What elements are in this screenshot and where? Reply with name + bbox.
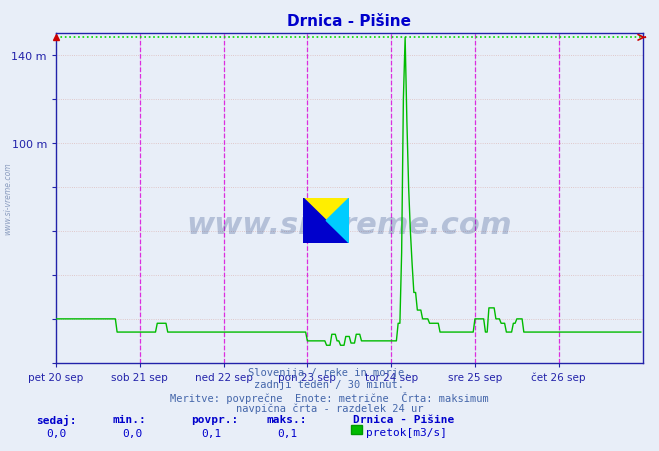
Polygon shape — [303, 198, 349, 244]
Text: povpr.:: povpr.: — [191, 414, 239, 424]
Text: 0,0: 0,0 — [46, 428, 67, 438]
Text: 0,1: 0,1 — [201, 428, 221, 438]
Text: pretok[m3/s]: pretok[m3/s] — [366, 428, 447, 437]
Text: 0,0: 0,0 — [122, 428, 142, 438]
Text: zadnji teden / 30 minut.: zadnji teden / 30 minut. — [254, 379, 405, 389]
Text: maks.:: maks.: — [267, 414, 307, 424]
Text: www.si-vreme.com: www.si-vreme.com — [186, 210, 512, 239]
Polygon shape — [303, 198, 349, 244]
Title: Drnica - Pišine: Drnica - Pišine — [287, 14, 411, 28]
Text: Meritve: povprečne  Enote: metrične  Črta: maksimum: Meritve: povprečne Enote: metrične Črta:… — [170, 391, 489, 403]
Text: Slovenija / reke in morje.: Slovenija / reke in morje. — [248, 368, 411, 377]
Text: sedaj:: sedaj: — [36, 414, 76, 425]
Text: navpična črta - razdelek 24 ur: navpična črta - razdelek 24 ur — [236, 403, 423, 413]
Polygon shape — [326, 198, 349, 244]
Text: www.si-vreme.com: www.si-vreme.com — [3, 162, 13, 235]
Text: Drnica - Pišine: Drnica - Pišine — [353, 414, 454, 424]
Text: 0,1: 0,1 — [277, 428, 297, 438]
Text: min.:: min.: — [112, 414, 146, 424]
